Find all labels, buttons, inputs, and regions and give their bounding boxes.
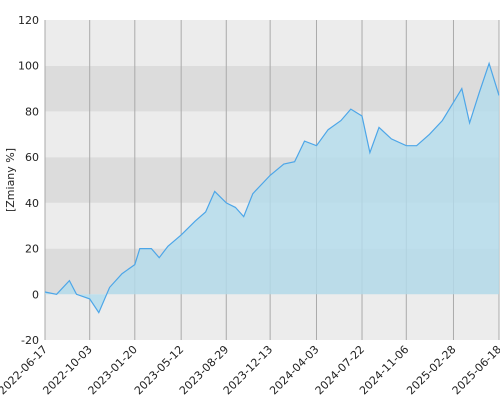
y-tick-label: 80 <box>25 105 39 118</box>
y-tick-label: 100 <box>18 60 39 73</box>
line <box>44 61 500 314</box>
y-tick-label: 40 <box>25 197 39 210</box>
y-tick-label: 60 <box>25 151 39 164</box>
band <box>45 20 499 66</box>
y-tick-label: 0 <box>32 288 39 301</box>
band <box>45 65 499 112</box>
area <box>45 63 499 313</box>
y-axis-label: [Zmiany %] <box>4 148 17 212</box>
band <box>45 294 499 340</box>
y-tick-label: -20 <box>21 334 39 347</box>
y-tick-label: 20 <box>25 243 39 256</box>
y-tick-label: 120 <box>18 14 39 27</box>
